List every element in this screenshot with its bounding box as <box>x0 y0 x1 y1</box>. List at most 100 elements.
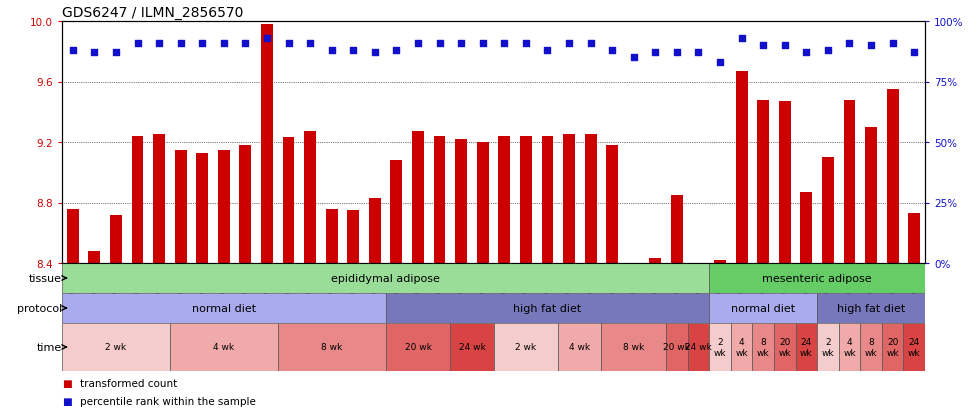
Point <box>605 47 620 54</box>
Text: 8 wk: 8 wk <box>321 343 342 351</box>
Bar <box>451 323 494 371</box>
Point <box>497 40 513 47</box>
Point <box>583 40 599 47</box>
Bar <box>882 323 904 371</box>
Bar <box>796 323 817 371</box>
Bar <box>710 263 925 293</box>
Bar <box>736 72 748 263</box>
Point <box>906 50 922 57</box>
Text: normal diet: normal diet <box>192 303 256 313</box>
Bar <box>277 323 385 371</box>
Text: transformed count: transformed count <box>79 378 176 388</box>
Bar <box>153 135 165 263</box>
Bar <box>282 138 294 263</box>
Bar <box>671 195 683 263</box>
Point <box>820 47 836 54</box>
Point <box>345 47 361 54</box>
Bar <box>261 25 272 263</box>
Point <box>562 40 577 47</box>
Bar <box>887 90 899 263</box>
Text: 2 wk: 2 wk <box>106 343 126 351</box>
Bar <box>520 137 532 263</box>
Point <box>323 47 339 54</box>
Point <box>280 40 296 47</box>
Bar <box>368 199 381 263</box>
Bar <box>170 323 277 371</box>
Text: 8
wk: 8 wk <box>757 337 769 357</box>
Text: high fat diet: high fat diet <box>837 303 906 313</box>
Text: epididymal adipose: epididymal adipose <box>331 273 440 283</box>
Bar <box>325 209 338 263</box>
Bar <box>559 323 602 371</box>
Text: 4 wk: 4 wk <box>214 343 234 351</box>
Bar <box>774 323 796 371</box>
Point <box>475 40 491 47</box>
Point <box>799 50 814 57</box>
Bar <box>779 102 791 263</box>
Point <box>65 47 80 54</box>
Bar <box>710 323 731 371</box>
Point <box>367 50 382 57</box>
Bar <box>904 323 925 371</box>
Bar <box>218 150 229 263</box>
Text: ■: ■ <box>62 378 72 388</box>
Bar <box>67 209 78 263</box>
Bar <box>839 323 860 371</box>
Text: mesenteric adipose: mesenteric adipose <box>762 273 872 283</box>
Point <box>216 40 231 47</box>
Bar <box>865 128 877 263</box>
Text: 24 wk: 24 wk <box>459 343 485 351</box>
Bar <box>174 150 186 263</box>
Bar <box>753 323 774 371</box>
Bar <box>131 137 143 263</box>
Bar <box>908 214 920 263</box>
Point <box>626 55 642 62</box>
Point <box>648 50 663 57</box>
Bar <box>817 323 839 371</box>
Text: 8 wk: 8 wk <box>623 343 645 351</box>
Point <box>777 43 793 50</box>
Bar <box>88 251 100 263</box>
Text: 2
wk: 2 wk <box>821 337 834 357</box>
Text: GDS6247 / ILMN_2856570: GDS6247 / ILMN_2856570 <box>62 6 243 20</box>
Bar <box>801 192 812 263</box>
Bar <box>607 146 618 263</box>
Text: 24
wk: 24 wk <box>907 337 920 357</box>
Text: 24
wk: 24 wk <box>800 337 812 357</box>
Bar <box>62 323 170 371</box>
Bar <box>731 323 753 371</box>
Bar <box>385 293 710 323</box>
Text: high fat diet: high fat diet <box>514 303 581 313</box>
Text: 20 wk: 20 wk <box>663 343 690 351</box>
Point <box>129 40 145 47</box>
Bar <box>499 137 511 263</box>
Text: protocol: protocol <box>17 303 62 313</box>
Bar <box>239 146 251 263</box>
Point <box>518 40 534 47</box>
Point <box>194 40 210 47</box>
Point <box>172 40 188 47</box>
Bar <box>433 137 446 263</box>
Bar <box>196 153 208 263</box>
Text: 8
wk: 8 wk <box>864 337 877 357</box>
Bar <box>666 323 688 371</box>
Bar <box>650 259 662 263</box>
Bar <box>385 323 451 371</box>
Text: 2
wk: 2 wk <box>713 337 726 357</box>
Text: tissue: tissue <box>29 273 62 283</box>
Point <box>432 40 448 47</box>
Bar <box>477 142 489 263</box>
Text: 2 wk: 2 wk <box>515 343 536 351</box>
Point <box>237 40 253 47</box>
Point <box>540 47 556 54</box>
Text: 20
wk: 20 wk <box>886 337 899 357</box>
Point <box>108 50 123 57</box>
Bar <box>110 215 122 263</box>
Bar <box>817 293 925 323</box>
Bar <box>347 211 360 263</box>
Text: normal diet: normal diet <box>731 303 795 313</box>
Point <box>151 40 167 47</box>
Bar <box>455 140 467 263</box>
Bar <box>844 100 856 263</box>
Bar <box>390 161 403 263</box>
